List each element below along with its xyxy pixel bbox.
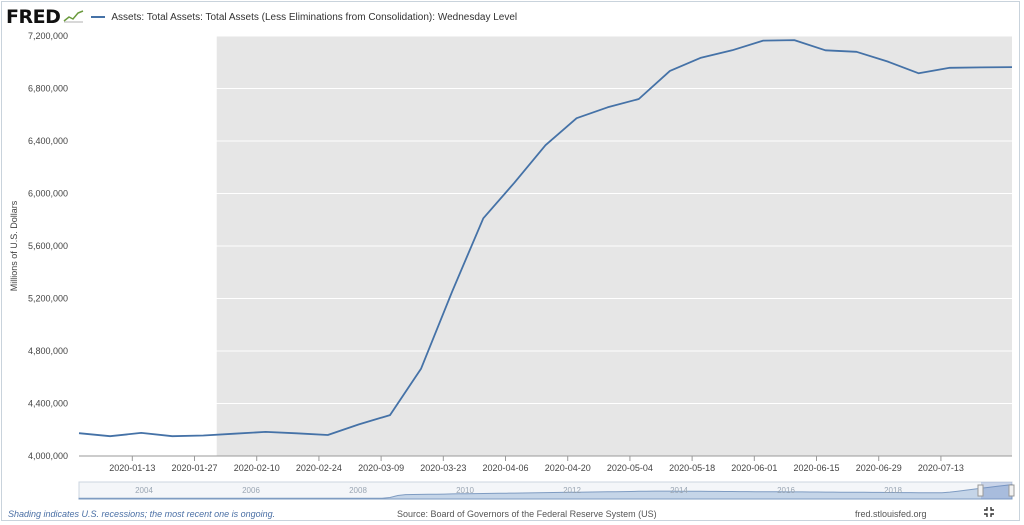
legend-series-label[interactable]: Assets: Total Assets: Total Assets (Less… xyxy=(111,11,518,23)
x-tick-label: 2020-06-29 xyxy=(856,463,902,473)
y-tick-label: 4,000,000 xyxy=(28,451,68,461)
x-tick-label: 2020-05-04 xyxy=(607,463,653,473)
y-tick-label: 4,400,000 xyxy=(28,399,68,409)
y-tick-label: 5,600,000 xyxy=(28,241,68,251)
fred-logo[interactable]: FRED xyxy=(6,6,61,28)
site-link[interactable]: fred.stlouisfed.org xyxy=(855,509,927,519)
y-tick-label: 6,000,000 xyxy=(28,189,68,199)
y-tick-label: 4,800,000 xyxy=(28,346,68,356)
y-axis-title: Millions of U.S. Dollars xyxy=(9,200,19,291)
navigator-handle-left xyxy=(977,484,984,497)
chart-header: FRED Assets: Total Assets: Total Assets … xyxy=(6,6,517,28)
legend-line-swatch xyxy=(91,16,106,18)
y-tick-label: 6,400,000 xyxy=(28,136,68,146)
x-tick-label: 2020-02-10 xyxy=(234,463,280,473)
navigator-tick-label: 2012 xyxy=(563,486,581,495)
x-tick-label: 2020-03-23 xyxy=(420,463,466,473)
y-tick-label: 6,800,000 xyxy=(28,84,68,94)
series-line xyxy=(78,39,1013,438)
navigator-series xyxy=(78,484,1013,500)
navigator-tick-label: 2004 xyxy=(135,486,153,495)
x-tick-label: 2020-01-13 xyxy=(109,463,155,473)
x-tick-label: 2020-06-15 xyxy=(793,463,839,473)
x-tick-label: 2020-06-01 xyxy=(731,463,777,473)
navigator-tick-label: 2010 xyxy=(456,486,474,495)
x-tick-label: 2020-04-20 xyxy=(545,463,591,473)
navigator-selection xyxy=(981,482,1012,499)
x-tick-label: 2020-03-09 xyxy=(358,463,404,473)
x-tick-label: 2020-02-24 xyxy=(296,463,342,473)
x-tick-label: 2020-01-27 xyxy=(171,463,217,473)
x-tick-label: 2020-04-06 xyxy=(482,463,528,473)
navigator-tick-label: 2008 xyxy=(349,486,367,495)
recession-note: Shading indicates U.S. recessions; the m… xyxy=(8,509,276,519)
source-text: Source: Board of Governors of the Federa… xyxy=(397,509,657,519)
y-tick-label: 7,200,000 xyxy=(28,31,68,41)
navigator-tick-label: 2006 xyxy=(242,486,260,495)
x-tick-label: 2020-07-13 xyxy=(918,463,964,473)
x-tick-label: 2020-05-18 xyxy=(669,463,715,473)
navigator-tick-label: 2014 xyxy=(670,486,688,495)
navigator-tick-label: 2016 xyxy=(777,486,795,495)
navigator-handle-right xyxy=(1008,484,1015,497)
expand-icon[interactable] xyxy=(983,506,995,518)
y-tick-label: 5,200,000 xyxy=(28,294,68,304)
navigator-tick-label: 2018 xyxy=(884,486,902,495)
logo-graph-icon xyxy=(63,10,84,23)
